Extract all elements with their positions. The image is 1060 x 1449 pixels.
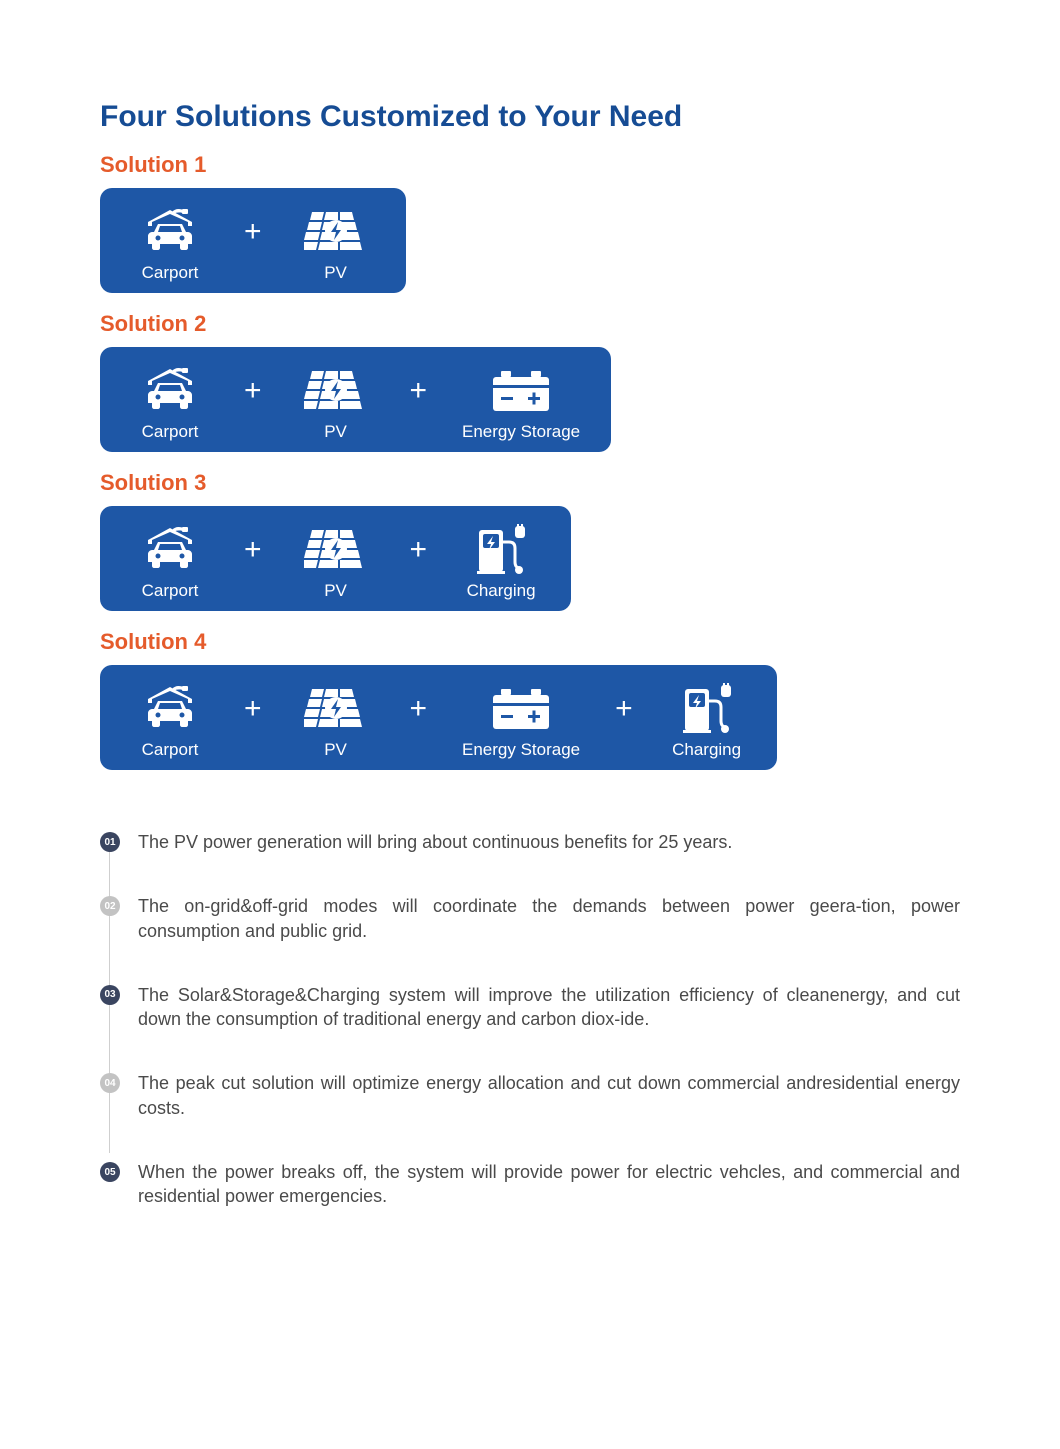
plus-separator-icon: + (406, 374, 432, 426)
pv-icon (304, 684, 368, 734)
component-pv: PV (266, 357, 406, 442)
bullet-text: The peak cut solution will optimize ener… (138, 1071, 960, 1120)
bullet-text: When the power breaks off, the system wi… (138, 1160, 960, 1209)
bullet-number-badge: 05 (100, 1162, 120, 1182)
pv-icon (304, 366, 368, 416)
component-charging: Charging (637, 675, 777, 760)
solution-block: Solution 4 Carport + (100, 629, 960, 770)
solution-title: Solution 4 (100, 629, 960, 655)
solution-title: Solution 3 (100, 470, 960, 496)
component-carport: Carport (100, 357, 240, 442)
solution-title: Solution 1 (100, 152, 960, 178)
solution-block: Solution 3 Carport + (100, 470, 960, 611)
component-label: Carport (142, 740, 199, 760)
bullet-number-badge: 03 (100, 985, 120, 1005)
bullet-number-badge: 01 (100, 832, 120, 852)
solution-title: Solution 2 (100, 311, 960, 337)
bullet-number-badge: 02 (100, 896, 120, 916)
component-carport: Carport (100, 675, 240, 760)
component-label: PV (324, 740, 347, 760)
component-carport: Carport (100, 516, 240, 601)
component-label: Carport (142, 581, 199, 601)
component-carport: Carport (100, 198, 240, 283)
carport-icon (140, 525, 200, 575)
bullet-item: 03 The Solar&Storage&Charging system will… (100, 983, 960, 1032)
component-label: Energy Storage (462, 740, 580, 760)
component-label: PV (324, 263, 347, 283)
component-storage: Energy Storage (431, 675, 611, 760)
bullet-item: 04 The peak cut solution will optimize en… (100, 1071, 960, 1120)
carport-icon (140, 684, 200, 734)
bullet-item: 05 When the power breaks off, the system … (100, 1160, 960, 1209)
page-title: Four Solutions Customized to Your Need (100, 100, 960, 134)
carport-icon (140, 207, 200, 257)
bullet-text: The on-grid&off-grid modes will coordina… (138, 894, 960, 943)
pv-icon (304, 525, 368, 575)
solution-block: Solution 1 Carport + (100, 152, 960, 293)
bullet-number-badge: 04 (100, 1073, 120, 1093)
plus-separator-icon: + (240, 533, 266, 585)
component-charging: Charging (431, 516, 571, 601)
storage-icon (491, 366, 551, 416)
solutions-container: Solution 1 Carport + (100, 152, 960, 770)
component-storage: Energy Storage (431, 357, 611, 442)
bullets-list: 01 The PV power generation will bring abo… (100, 830, 960, 1209)
plus-separator-icon: + (240, 692, 266, 744)
storage-icon (491, 684, 551, 734)
component-label: Charging (467, 581, 536, 601)
pv-icon (304, 207, 368, 257)
component-label: Charging (672, 740, 741, 760)
bullet-item: 01 The PV power generation will bring abo… (100, 830, 960, 854)
component-pv: PV (266, 675, 406, 760)
component-pv: PV (266, 516, 406, 601)
bullet-text: The Solar&Storage&Charging system will i… (138, 983, 960, 1032)
plus-separator-icon: + (611, 692, 637, 744)
component-label: Carport (142, 422, 199, 442)
solution-box: Carport + PV + (100, 665, 777, 770)
component-pv: PV (266, 198, 406, 283)
charging-icon (475, 525, 527, 575)
plus-separator-icon: + (406, 692, 432, 744)
solution-block: Solution 2 Carport + (100, 311, 960, 452)
bullet-text: The PV power generation will bring about… (138, 830, 960, 854)
component-label: Energy Storage (462, 422, 580, 442)
charging-icon (681, 684, 733, 734)
solution-box: Carport + PV + (100, 347, 611, 452)
plus-separator-icon: + (406, 533, 432, 585)
component-label: Carport (142, 263, 199, 283)
plus-separator-icon: + (240, 374, 266, 426)
component-label: PV (324, 422, 347, 442)
plus-separator-icon: + (240, 215, 266, 267)
carport-icon (140, 366, 200, 416)
bullet-item: 02 The on-grid&off-grid modes will coordi… (100, 894, 960, 943)
component-label: PV (324, 581, 347, 601)
solution-box: Carport + PV + (100, 506, 571, 611)
solution-box: Carport + PV (100, 188, 406, 293)
